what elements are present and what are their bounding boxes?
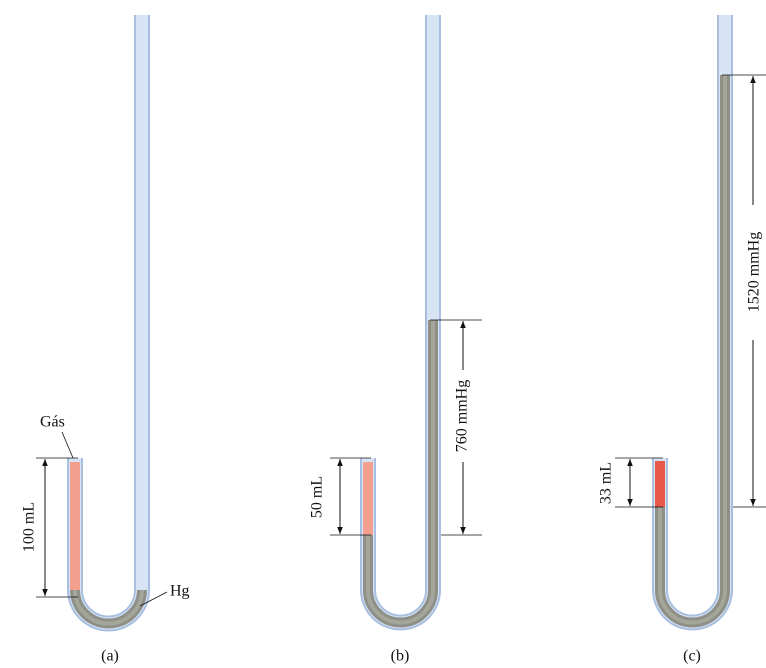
leader [61,431,74,459]
tube [360,15,441,631]
hg-label: Hg [170,583,190,600]
mercury-shine [73,589,144,626]
caption: (c) [683,648,701,665]
pressure-label: 1520 mmHg [746,232,763,312]
panel-b: 50 mL 760 mmHg (b) [309,15,482,665]
volume-label: 50 mL [309,476,326,518]
leader [139,591,168,607]
tube-inner [362,15,439,629]
volume-label: 33 mL [598,462,615,504]
caption: (a) [101,648,119,665]
mercury-shine [658,75,727,625]
caption: (b) [391,648,410,665]
mercury-shine [366,320,435,625]
tube [652,15,733,631]
gas-label: Gás [40,414,65,431]
tube-inner [69,15,148,630]
pressure-label: 760 mmHg [454,380,471,452]
mercury [655,75,730,628]
tube [67,15,150,632]
mercury [363,320,438,628]
volume-label: 100 mL [21,502,38,552]
tube-inner [654,15,731,629]
panel-c: 33 mL 1520 mmHg (c) [598,15,766,665]
panel-a: 100 mL Gás Hg (a) [21,15,190,665]
